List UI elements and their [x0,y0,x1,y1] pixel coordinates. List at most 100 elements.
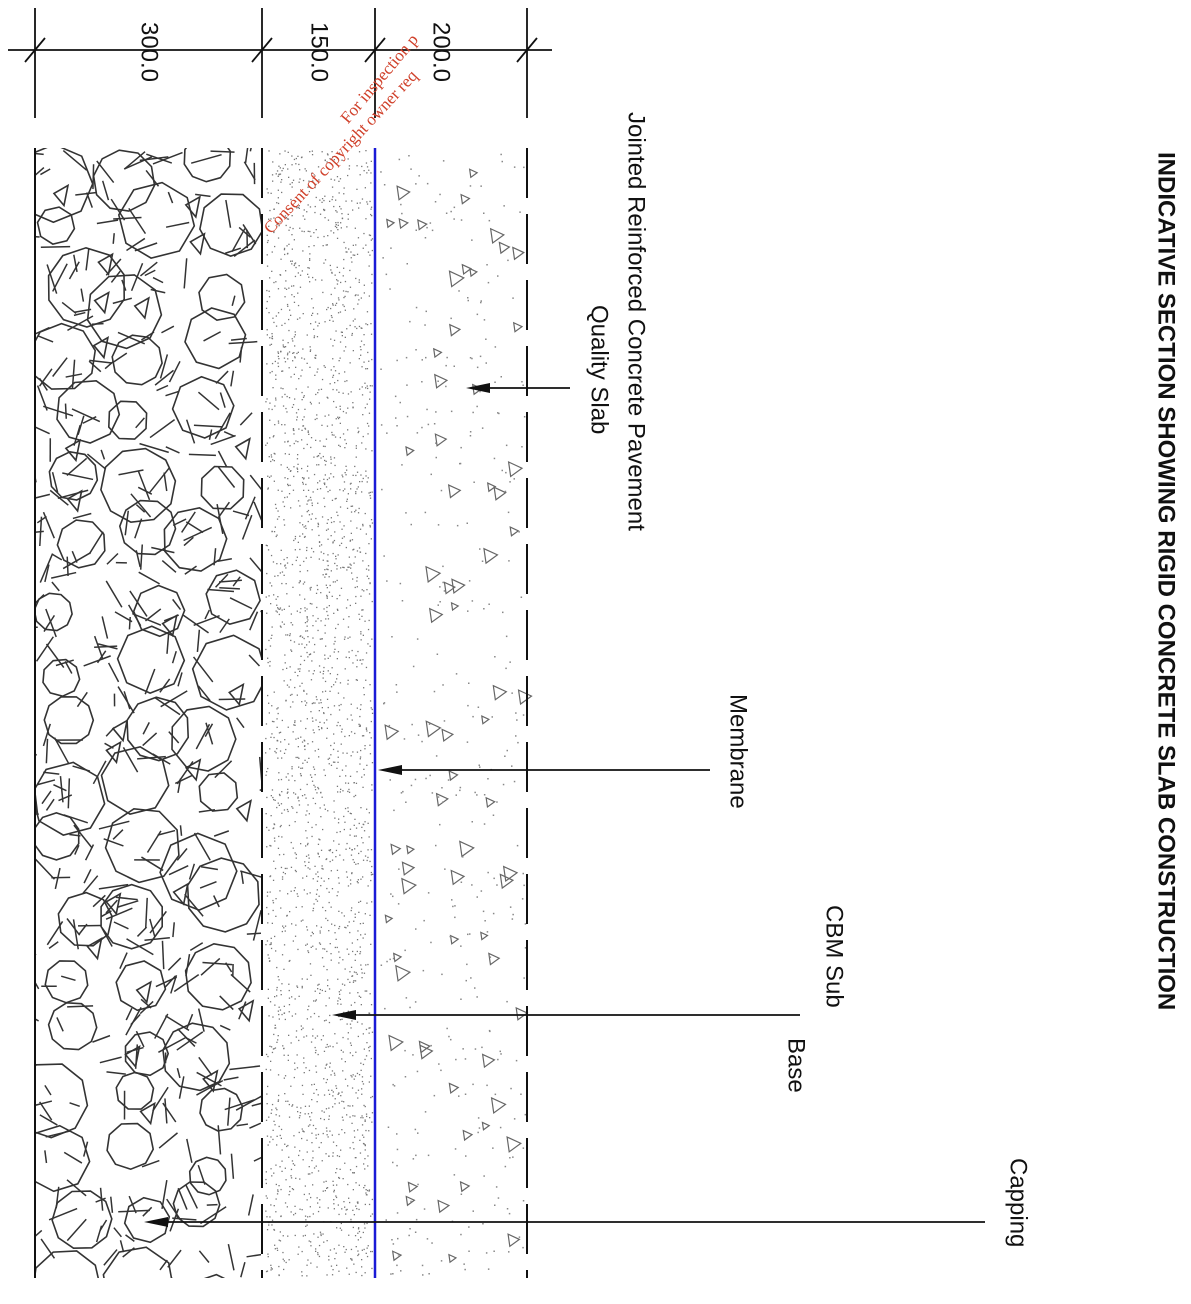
hatch-mark [343,566,345,569]
hatch-mark [502,783,505,786]
hatch-shape [100,447,177,524]
hatch-mark [337,297,340,299]
hatch-mark [284,930,286,932]
hatch-mark [358,299,360,301]
hatch-mark [361,1249,363,1251]
hatch-mark [276,170,279,172]
hatch-mark [487,871,489,874]
hatch-mark [351,572,353,574]
hatch-mark [287,1235,289,1237]
hatch-mark [277,175,279,177]
hatch-mark [345,290,347,293]
hatch-mark [265,944,267,946]
hatch-mark [297,797,299,799]
label: CBM Sub [821,905,848,1008]
hatch-mark [92,760,107,785]
hatch-mark [400,203,402,206]
hatch-mark [299,1112,302,1114]
hatch-mark [366,1115,368,1118]
hatch-mark [334,498,336,500]
hatch-mark [338,152,341,154]
hatch-mark [270,1264,272,1266]
hatch-mark [365,470,367,472]
hatch-mark [290,507,292,509]
hatch-mark [333,840,335,842]
hatch-mark [275,535,277,538]
hatch-mark [306,1139,308,1141]
hatch-mark [129,590,148,617]
hatch-mark [297,454,299,456]
hatch-mark [319,1199,321,1201]
hatch-mark [283,519,285,521]
hatch-mark [359,900,362,902]
hatch-mark [336,211,338,213]
hatch-mark [213,548,217,566]
hatch-mark [350,505,352,507]
hatch-mark [145,170,160,187]
hatch-mark [307,431,309,433]
hatch-mark [291,248,293,250]
hatch-mark [306,761,308,763]
hatch-mark [360,1236,362,1239]
hatch-mark [321,201,323,203]
hatch-mark [438,1063,440,1065]
hatch-mark [312,1035,314,1037]
hatch-mark [306,1151,308,1153]
hatch-mark [200,866,219,871]
hatch-mark [447,779,450,781]
hatch-mark [486,1084,488,1087]
hatch-mark [424,237,427,239]
hatch-mark [275,399,277,401]
hatch-mark [421,426,423,429]
hatch-mark [290,260,292,262]
hatch-mark [287,810,289,813]
hatch-shape [401,877,418,895]
hatch-mark [266,254,268,256]
hatch-mark [308,757,310,759]
hatch-mark [316,371,318,373]
hatch-mark [119,1240,125,1253]
hatch-mark [125,1234,135,1243]
hatch-mark [303,739,305,741]
hatch-mark [368,169,370,171]
hatch-mark [439,601,441,603]
hatch-mark [333,1189,335,1191]
hatch-mark [493,877,495,880]
hatch-mark [332,388,334,391]
hatch-mark [266,1093,268,1095]
hatch-mark [330,754,332,756]
hatch-shape [428,607,444,624]
hatch-mark [315,1137,317,1139]
hatch-mark [305,797,307,799]
hatch-mark [326,1187,329,1189]
hatch-mark [202,961,233,966]
hatch-mark [370,333,373,335]
hatch-mark [496,884,498,886]
hatch-mark [365,1192,367,1194]
hatch-mark [338,1244,340,1246]
hatch-mark [340,1229,343,1231]
hatch-mark [343,296,345,299]
hatch-mark [271,720,274,723]
hatch-mark [359,724,361,726]
hatch-mark [323,666,325,669]
hatch-mark [358,613,360,615]
hatch-mark [371,385,373,387]
hatch-mark [440,489,443,492]
hatch-mark [285,270,287,272]
hatch-mark [278,772,280,774]
hatch-mark [330,906,332,908]
hatch-mark [325,529,328,531]
hatch-mark [516,844,519,847]
hatch-mark [352,981,355,983]
hatch-mark [371,784,373,786]
hatch-mark [89,359,113,364]
hatch-mark [352,1105,354,1107]
hatch-mark [303,447,305,450]
hatch-mark [45,1130,71,1138]
hatch-mark [341,912,343,914]
hatch-mark [357,1097,359,1099]
hatch-mark [516,719,518,721]
hatch-mark [170,1277,173,1278]
hatch-shape [124,1044,141,1069]
